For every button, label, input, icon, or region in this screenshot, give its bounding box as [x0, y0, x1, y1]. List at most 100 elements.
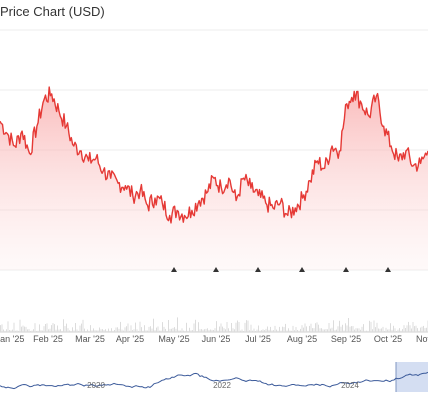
volume-bar: [96, 330, 97, 332]
volume-bar: [343, 330, 345, 332]
volume-bar: [234, 329, 235, 332]
volume-bar: [172, 327, 174, 332]
volume-bar: [121, 329, 123, 332]
price-line: [0, 86, 428, 224]
volume-bar: [156, 327, 157, 332]
volume-bar: [315, 323, 316, 332]
volume-bar: [325, 329, 327, 332]
volume-bar: [274, 325, 276, 332]
volume-bar: [169, 328, 171, 332]
volume-bar: [297, 330, 298, 332]
volume-bar: [420, 327, 421, 332]
volume-bar: [129, 330, 130, 332]
volume-bar: [258, 325, 259, 332]
volume-bar: [331, 327, 333, 332]
volume-bar: [145, 330, 147, 332]
volume-bar: [73, 330, 75, 332]
volume-bar: [46, 323, 48, 332]
x-tick-label: Mar '25: [75, 334, 105, 344]
volume-bar: [349, 326, 351, 332]
volume-bar: [391, 329, 393, 332]
volume-bar: [133, 329, 135, 332]
volume-bar: [124, 327, 126, 332]
volume-bar: [31, 330, 33, 332]
volume-bar: [385, 327, 387, 332]
volume-bar: [12, 329, 13, 332]
volume-bar: [366, 330, 367, 332]
volume-bar: [294, 330, 295, 332]
volume-bar: [397, 329, 399, 332]
volume-bar: [37, 330, 39, 332]
volume-bar: [307, 330, 309, 332]
event-marker-icon[interactable]: [255, 267, 261, 272]
volume-bar: [225, 329, 226, 332]
volume-bar: [387, 329, 388, 332]
volume-bar: [316, 322, 318, 332]
event-marker-icon[interactable]: [299, 267, 305, 272]
volume-bar: [226, 322, 228, 332]
event-marker-icon[interactable]: [171, 267, 177, 272]
volume-bar: [229, 330, 231, 332]
volume-bar: [139, 321, 141, 332]
volume-bar: [388, 329, 390, 332]
volume-bar: [376, 322, 378, 332]
volume-bar: [415, 325, 417, 332]
volume-bar: [309, 325, 310, 332]
volume-bar: [159, 330, 160, 332]
navigator-year-labels: 2020 2022 2024: [87, 381, 359, 390]
volume-bar: [90, 325, 91, 332]
volume-bar: [199, 329, 201, 332]
volume-bar: [109, 330, 111, 332]
event-marker-icon[interactable]: [385, 267, 391, 272]
volume-bar: [132, 330, 133, 332]
volume-bar: [141, 327, 142, 332]
volume-bar: [52, 323, 54, 332]
volume-bar: [271, 330, 273, 332]
volume-bar: [115, 327, 117, 332]
volume-bar: [76, 329, 78, 332]
volume-bar: [259, 330, 261, 332]
volume-bar: [85, 331, 87, 332]
volume-bar: [414, 326, 415, 332]
volume-bar: [220, 323, 222, 332]
volume-bar: [108, 328, 109, 332]
event-marker-icon[interactable]: [343, 267, 349, 272]
volume-bar: [180, 330, 181, 332]
volume-bar: [208, 330, 210, 332]
volume-bar: [423, 325, 424, 332]
volume-bar: [235, 322, 237, 332]
volume-bar: [378, 328, 379, 332]
volume-bar: [247, 320, 249, 332]
volume-bar: [136, 329, 138, 332]
volume-bar: [186, 322, 187, 332]
volume-bar: [82, 319, 84, 332]
volume-bar: [163, 326, 165, 332]
event-marker-icon[interactable]: [213, 267, 219, 272]
volume-bar: [78, 330, 79, 332]
volume-bar: [228, 328, 229, 332]
x-tick-label: Oct '25: [373, 334, 403, 344]
volume-bar: [79, 325, 81, 332]
volume-bar: [16, 330, 18, 332]
volume-bar: [411, 328, 412, 332]
volume-bar: [243, 331, 244, 332]
x-tick-label: Nov: [415, 334, 428, 344]
volume-bar: [0, 325, 1, 332]
navigator-selection[interactable]: [396, 362, 428, 392]
navigator-chart[interactable]: 2020 2022 2024: [0, 362, 428, 396]
x-tick-label: Sep '25: [330, 334, 362, 344]
volume-bar: [210, 329, 211, 332]
volume-bar: [202, 329, 204, 332]
volume-bar: [255, 331, 256, 332]
volume-bar: [321, 328, 322, 332]
volume-bar: [417, 328, 418, 332]
volume-bar: [298, 330, 300, 332]
volume-bar: [373, 320, 375, 332]
volume-bar: [211, 329, 213, 332]
volume-bar: [93, 328, 94, 332]
volume-bar: [213, 330, 214, 332]
volume-bar: [295, 327, 297, 332]
price-chart[interactable]: [0, 0, 428, 336]
volume-bar: [150, 326, 151, 332]
volume-bar: [61, 330, 63, 332]
